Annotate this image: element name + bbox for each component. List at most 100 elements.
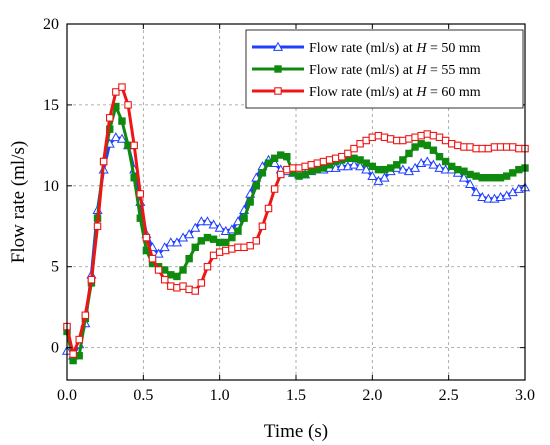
data-point <box>246 198 254 206</box>
data-point <box>69 350 77 358</box>
data-point <box>397 164 408 174</box>
data-point <box>460 167 468 175</box>
data-point <box>270 185 279 193</box>
data-point <box>196 216 207 226</box>
series-layer <box>61 83 531 365</box>
x-tick-label: 0.5 <box>133 387 153 404</box>
x-tick-label: 2.0 <box>362 387 382 404</box>
data-point <box>496 174 505 182</box>
data-point <box>87 275 96 284</box>
data-point <box>362 159 370 167</box>
data-point <box>240 214 248 222</box>
legend-marker <box>274 87 282 95</box>
data-point <box>502 143 511 151</box>
data-point <box>515 165 523 174</box>
data-point <box>484 144 493 153</box>
data-point <box>428 159 439 169</box>
data-point <box>423 141 431 150</box>
legend-label: Flow rate (ml/s) at H = 60 mm <box>309 85 481 100</box>
legend-label: Flow rate (ml/s) at H = 50 mm <box>309 41 481 56</box>
data-point <box>197 279 206 287</box>
data-point <box>148 254 157 263</box>
data-point <box>136 190 145 198</box>
data-point <box>69 356 77 365</box>
data-point <box>374 165 383 174</box>
data-point <box>454 165 462 174</box>
data-point <box>380 133 389 142</box>
data-point <box>208 219 219 229</box>
data-point <box>380 165 389 174</box>
data-point <box>270 154 279 163</box>
data-point <box>116 133 128 143</box>
data-point <box>228 245 236 253</box>
data-point <box>344 149 352 158</box>
data-point <box>246 241 254 250</box>
data-point <box>348 159 360 169</box>
data-point <box>331 154 340 163</box>
data-point <box>399 136 407 145</box>
legend-item-1: Flow rate (ml/s) at H = 50 mm <box>252 41 481 56</box>
data-point <box>355 161 366 171</box>
data-point <box>379 172 390 182</box>
data-point <box>386 135 395 143</box>
data-point <box>110 132 121 142</box>
data-point <box>410 162 421 172</box>
data-point <box>361 164 372 174</box>
data-point <box>350 154 358 163</box>
data-point <box>393 136 401 145</box>
x-tick-label: 0.0 <box>57 387 77 404</box>
data-point <box>124 141 132 150</box>
data-point <box>234 243 242 252</box>
data-point <box>215 238 224 247</box>
data-point <box>440 164 451 174</box>
data-point <box>490 143 499 151</box>
y-tick-label: 0 <box>51 340 59 357</box>
data-point <box>185 285 193 294</box>
data-point <box>118 83 126 91</box>
data-point <box>483 193 494 203</box>
data-point <box>484 174 493 182</box>
data-point <box>190 222 201 232</box>
data-point <box>269 157 280 168</box>
data-point <box>502 172 511 180</box>
data-point <box>118 117 126 125</box>
data-point <box>232 216 244 226</box>
data-point <box>264 204 273 213</box>
data-point <box>435 133 444 142</box>
data-point <box>191 243 199 252</box>
data-point <box>153 248 164 258</box>
legend-marker <box>272 41 284 51</box>
legend-label: Flow rate (ml/s) at H = 55 mm <box>309 63 481 78</box>
data-point <box>185 254 193 263</box>
data-point <box>203 262 212 271</box>
data-point <box>422 156 433 166</box>
data-point <box>234 227 242 235</box>
data-point <box>179 282 187 290</box>
data-point <box>448 162 456 171</box>
data-point <box>307 161 316 169</box>
axes: 0.0 0.5 1.0 1.5 2.0 2.5 3.0 0 5 10 15 20 <box>43 16 535 404</box>
data-point <box>458 172 469 182</box>
series-3 <box>63 83 529 358</box>
data-point <box>295 172 303 180</box>
data-point <box>368 133 377 142</box>
data-point <box>171 237 182 247</box>
data-point <box>460 143 468 151</box>
y-tick-label: 5 <box>51 259 59 276</box>
data-point <box>191 287 199 295</box>
data-point <box>447 139 456 148</box>
y-tick-label: 15 <box>43 97 59 114</box>
data-point <box>161 266 169 274</box>
data-point <box>228 233 236 242</box>
data-point <box>167 271 175 279</box>
data-point <box>350 144 358 153</box>
data-point <box>93 222 102 231</box>
data-point <box>301 170 309 179</box>
data-point <box>124 101 132 109</box>
data-point <box>496 143 505 151</box>
x-tick-label: 1.5 <box>286 387 306 404</box>
data-point <box>319 164 328 172</box>
data-point <box>478 174 486 182</box>
data-point <box>417 140 425 148</box>
data-point <box>258 222 267 231</box>
